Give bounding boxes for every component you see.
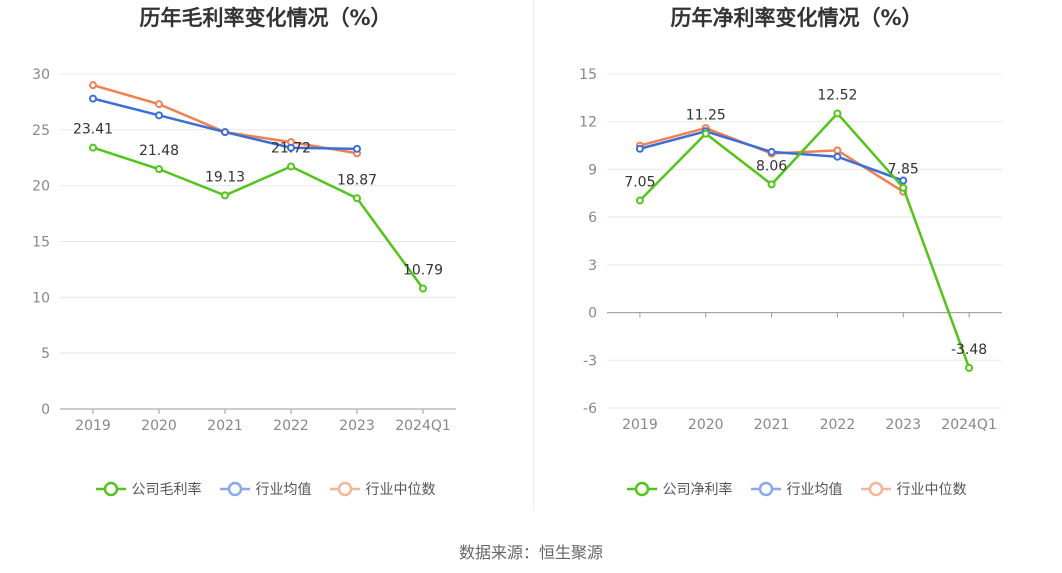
data-point — [899, 176, 908, 185]
legend-symbol — [95, 481, 126, 497]
legend-symbol — [860, 481, 891, 497]
legend-symbol — [750, 481, 781, 497]
data-point — [89, 94, 97, 103]
legend-label: 行业中位数 — [365, 482, 436, 498]
data-point — [89, 81, 97, 90]
y-tick-label: -3 — [583, 353, 597, 369]
chart-title: 历年毛利率变化情况（%） — [139, 6, 392, 30]
x-tick-label: 2019 — [75, 418, 111, 434]
y-tick-label: 15 — [579, 67, 597, 83]
legend-symbol — [329, 481, 360, 497]
legend-label: 行业均值 — [255, 482, 312, 498]
x-tick-label: 2021 — [754, 417, 790, 433]
data-point — [833, 109, 842, 118]
x-tick-label: 2020 — [688, 417, 724, 433]
data-label: 11.25 — [686, 108, 726, 124]
series-line-1 — [92, 97, 358, 151]
data-label: 21.72 — [271, 140, 311, 156]
data-label: 10.79 — [403, 263, 443, 279]
chart-title: 历年净利率变化情况（%） — [670, 6, 923, 30]
x-tick-label: 2023 — [339, 418, 375, 434]
x-tick-label: 2022 — [273, 418, 309, 434]
y-tick-label: 12 — [579, 115, 597, 131]
data-point — [833, 152, 842, 161]
data-point — [635, 144, 644, 153]
net-margin-plot: -6 -3 0 3 6 9 12 15 2019 2020 2021 2022 2023 2024Q1 7.… — [579, 67, 1002, 433]
data-point — [221, 191, 229, 200]
x-tick-label: 2022 — [820, 417, 856, 433]
legend: 公司净利率 行业均值 行业中位数 — [531, 479, 1062, 499]
legend-item[interactable]: 公司净利率 — [626, 479, 733, 499]
data-point — [833, 146, 842, 155]
legend-item[interactable]: 行业均值 — [219, 479, 312, 499]
legend-label: 公司净利率 — [662, 482, 733, 498]
data-label: 23.41 — [73, 122, 113, 138]
data-label: 7.05 — [624, 174, 655, 190]
data-label: 7.85 — [888, 162, 919, 178]
data-label: -3.48 — [951, 342, 987, 358]
y-tick-label: 10 — [32, 290, 50, 306]
data-point — [965, 363, 974, 372]
y-tick-label: -6 — [583, 401, 597, 417]
data-point — [419, 284, 427, 293]
legend-label: 行业均值 — [786, 482, 843, 498]
legend-symbol — [219, 481, 250, 497]
data-label: 12.52 — [817, 87, 857, 103]
legend-item[interactable]: 行业中位数 — [860, 479, 967, 499]
y-tick-label: 6 — [588, 210, 597, 226]
legend-item[interactable]: 行业均值 — [750, 479, 843, 499]
x-tick-label: 2020 — [141, 418, 177, 434]
y-tick-label: 30 — [32, 67, 50, 83]
series-line-0 — [92, 146, 425, 290]
chart-divider — [533, 0, 534, 510]
data-label: 18.87 — [337, 172, 377, 188]
x-tick-label: 2024Q1 — [941, 417, 997, 433]
y-tick-label: 0 — [41, 402, 50, 418]
legend-label: 行业中位数 — [896, 482, 967, 498]
data-point — [767, 180, 776, 189]
data-label: 19.13 — [205, 169, 245, 185]
x-tick-label: 2023 — [885, 417, 921, 433]
series-line-2 — [92, 83, 358, 155]
data-point — [287, 143, 295, 152]
legend-symbol — [626, 481, 657, 497]
data-point — [221, 128, 229, 137]
data-point — [353, 194, 361, 203]
y-tick-label: 20 — [32, 179, 50, 195]
y-tick-label: 3 — [588, 258, 597, 274]
legend-label: 公司毛利率 — [131, 482, 202, 498]
data-point — [353, 144, 361, 153]
y-tick-label: 25 — [32, 123, 50, 139]
x-tick-label: 2021 — [207, 418, 243, 434]
series-line-0 — [639, 111, 971, 369]
y-tick-label: 9 — [588, 162, 597, 178]
gross-margin-plot: 0 5 10 15 20 25 30 2019 2020 2021 2022 2023 2024Q1 23… — [32, 67, 456, 434]
data-point — [701, 129, 710, 138]
data-point — [155, 100, 163, 109]
net-margin-chart: 历年净利率变化情况（%） -6 -3 0 3 6 9 12 15 2019 2020 2021 202… — [531, 0, 1062, 510]
data-point — [287, 162, 295, 171]
y-tick-label: 0 — [588, 306, 597, 322]
x-tick-label: 2019 — [622, 417, 658, 433]
data-label: 21.48 — [139, 143, 179, 159]
data-point — [155, 111, 163, 120]
data-source: 数据来源：恒生聚源 — [458, 543, 603, 562]
legend: 公司毛利率 行业均值 行业中位数 — [0, 479, 531, 499]
legend-item[interactable]: 公司毛利率 — [95, 479, 202, 499]
legend-item[interactable]: 行业中位数 — [329, 479, 436, 499]
data-point — [155, 165, 163, 174]
gross-margin-chart: 历年毛利率变化情况（%） 0 5 10 15 20 25 30 2019 2020 2021 202… — [0, 0, 531, 510]
data-label: 8.06 — [756, 158, 787, 174]
data-point — [89, 143, 97, 152]
data-point — [767, 147, 776, 156]
y-tick-label: 15 — [32, 235, 50, 251]
y-tick-label: 5 — [41, 346, 50, 362]
data-point — [899, 183, 908, 192]
data-point — [635, 196, 644, 205]
x-tick-label: 2024Q1 — [395, 418, 451, 434]
